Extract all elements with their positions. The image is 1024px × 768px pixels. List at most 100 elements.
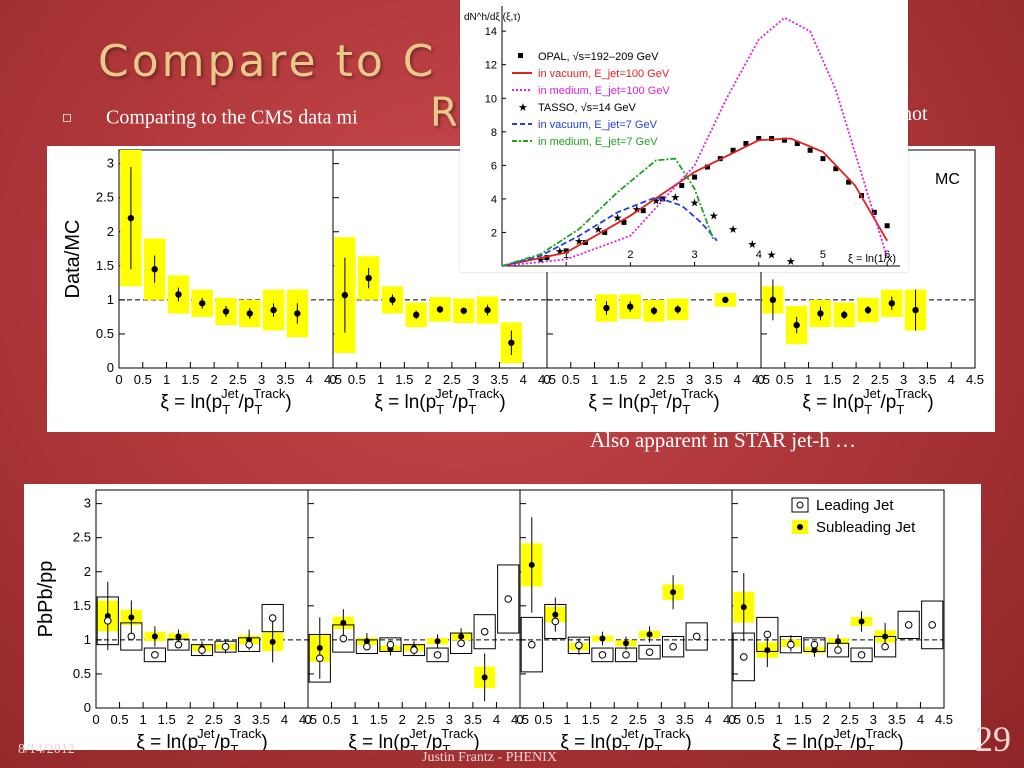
x-tick-label: 2 [187,712,194,727]
data-point [389,296,396,304]
leading-point [527,640,536,649]
y-tick-label: 2 [107,224,114,239]
subleading-point [481,674,488,681]
opal-point [640,208,646,214]
x-tick-label: 2.5 [871,372,889,387]
data-point [341,291,349,299]
opal-point [679,182,685,188]
x-tick-label: 1 [563,712,570,727]
opal-point [704,164,710,170]
x-tick-label: 4 [306,372,313,387]
x-tick-label: 2 [399,712,406,727]
x-tick-label: 4.5 [324,372,342,387]
subleading-point [623,640,629,647]
leading-box [402,644,426,657]
inset-x-tick-label: 5 [820,249,826,261]
data-point [508,339,515,346]
leading-box [450,632,473,654]
x-tick-label: 0 [92,712,99,727]
x-tick-label: 0.5 [348,372,366,387]
leading-point [339,634,348,643]
inset-legend-label: in medium, E_jet=100 GeV [538,85,670,97]
inset-y-tick-label: 6 [491,160,497,172]
x-tick-label: 4 [281,712,288,727]
x-tick-label: 2 [638,372,645,387]
subleading-point [740,604,747,611]
leading-point [457,639,465,648]
tasso-point: ★ [574,236,584,248]
inset-mlla-chart: 1 2 3 4 5 6 2 4 6 8 10 12 14 dN^h/dξ (ξ,τ) ξ = ln(1/x)… [460,0,908,272]
opal-point [871,209,877,215]
leading-box [803,637,826,652]
subleading-point [340,619,347,626]
legend-leading-label: Leading Jet [816,497,894,514]
leading-point [881,642,889,651]
x-tick-label: 4 [520,372,527,387]
inset-legend-label: in medium, E_jet=7 GeV [538,136,658,148]
y-axis-label: Data/MC [62,220,84,299]
data-point [793,321,800,329]
leading-box [379,637,402,652]
x-tick-label: 3.5 [464,712,482,727]
opal-point [807,147,813,153]
tasso-point: ★ [747,239,757,251]
x-axis-label: ξ = ln(pTJet/pTTrack) [374,386,505,417]
opal-point [794,141,800,147]
leading-point [504,595,513,603]
x-tick-label: 0.5 [776,372,794,387]
leading-point [480,627,489,636]
x-tick-label: 2 [210,372,217,387]
x-tick-label: 2 [852,372,859,387]
x-tick-label: 3.5 [252,712,270,727]
leading-point [834,646,842,654]
inset-y-tick-label: 8 [491,127,497,139]
data-point [674,306,681,313]
leading-point [787,640,795,649]
x-tick-label: 1.5 [158,712,176,727]
inset-legend-label: in vacuum, E_jet=100 GeV [538,68,670,80]
leading-box [473,614,496,650]
inset-series-line [501,196,718,267]
leading-box [662,635,685,658]
inset-y-tick-label: 10 [485,93,497,105]
x-tick-label: 3.5 [888,712,906,727]
opal-point [743,141,749,147]
x-tick-label: 1.5 [395,372,413,387]
data-point [912,306,919,314]
leading-box [779,635,802,654]
inset-legend-marker [518,53,523,58]
data-point [888,300,895,307]
inset-y-tick-label: 4 [491,194,497,206]
leading-box [355,639,378,654]
bullet-text: Comparing to the CMS data mi [106,106,358,129]
tasso-point: ★ [690,197,700,209]
x-tick-label: 1 [775,712,782,727]
subleading-point [151,633,158,640]
x-axis-label: ξ = ln(pTJet/pTTrack) [588,386,719,417]
data-point [817,310,824,317]
y-tick-label: 0.5 [73,666,91,681]
inset-y-tick-label: 2 [491,227,497,239]
footer-date: 8/14/2012 [18,742,75,757]
leading-point [174,640,183,649]
opal-point [756,136,762,142]
leading-point [245,640,253,649]
also-apparent-note: Also apparent in STAR jet-h … [590,428,857,452]
x-tick-label: 1.5 [370,712,388,727]
leading-box [591,647,614,663]
x-tick-label: 1 [591,372,598,387]
leading-box [332,624,355,653]
leading-point [551,617,560,626]
data-point [436,306,444,313]
inset-x-axis-label: ξ = ln(1/x) [848,253,896,265]
opal-point [563,248,569,254]
x-axis-label: ξ = ln(pTJet/pTTrack) [160,386,291,417]
x-tick-label: 2 [823,712,830,727]
panel-frame [519,489,733,709]
opal-point [846,179,852,185]
x-tick-label: 2.5 [229,372,247,387]
leading-box [426,647,449,663]
opal-point [730,147,736,153]
x-tick-label: 4.5 [752,372,770,387]
